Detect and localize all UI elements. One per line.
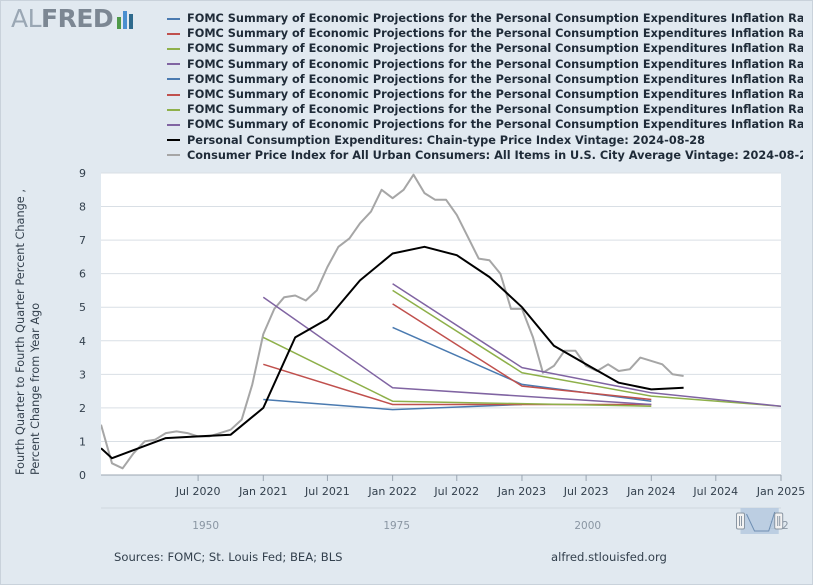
x-tick-label: Jul 2022 <box>433 485 479 498</box>
legend-label: FOMC Summary of Economic Projections for… <box>187 72 803 86</box>
y-tick-label: 7 <box>79 234 86 247</box>
footer-url-link[interactable]: alfred.stlouisfed.org <box>551 550 667 564</box>
plot-background <box>101 173 781 475</box>
logo-bar <box>129 14 134 29</box>
y-axis-label-line-2: Percent Change from Year Ago <box>29 302 42 475</box>
x-tick-label: Jan 2025 <box>756 485 805 498</box>
legend-item[interactable]: Consumer Price Index for All Urban Consu… <box>167 148 803 163</box>
logo-bar <box>117 17 122 29</box>
sources-text: Sources: FOMC; St. Louis Fed; BEA; BLS <box>114 550 343 564</box>
x-tick-label: Jan 2022 <box>367 485 416 498</box>
x-tick-label: Jul 2021 <box>304 485 350 498</box>
y-axis-label-line-1: Fourth Quarter to Fourth Quarter Percent… <box>14 189 27 475</box>
y-tick-label: 6 <box>79 268 86 281</box>
legend-item[interactable]: FOMC Summary of Economic Projections for… <box>167 26 803 41</box>
legend-label: FOMC Summary of Economic Projections for… <box>187 27 803 41</box>
series-line-8 <box>101 245 684 460</box>
x-tick-labels: Jul 2020 Jan 2021 Jul 2021 Jan 2022 Jul 2022… <box>175 475 805 498</box>
navigator-label: 1975 <box>383 520 410 532</box>
legend-swatch <box>167 154 180 157</box>
series-line-0 <box>263 398 523 411</box>
y-tick-labels: 0 1 2 3 4 5 6 7 8 9 <box>79 167 86 482</box>
y-tick-label: 8 <box>79 201 86 214</box>
y-tick-label: 3 <box>79 368 86 381</box>
legend-item[interactable]: FOMC Summary of Economic Projections for… <box>167 11 803 26</box>
y-axis-label: Fourth Quarter to Fourth Quarter Percent… <box>13 189 43 475</box>
series-lines <box>101 173 781 470</box>
legend-item[interactable]: FOMC Summary of Economic Projections for… <box>167 117 803 132</box>
legend-swatch <box>167 47 180 50</box>
x-tick-label: Jan 2024 <box>626 485 675 498</box>
x-tick-label: Jul 2023 <box>563 485 609 498</box>
alfred-logo[interactable]: AL FRED <box>11 4 134 33</box>
legend-swatch <box>167 93 180 96</box>
legend-swatch <box>167 63 180 66</box>
legend-label: FOMC Summary of Economic Projections for… <box>187 12 803 25</box>
navigator-selection[interactable] <box>740 508 779 534</box>
logo-al-text: AL <box>11 4 42 33</box>
legend-swatch <box>167 139 180 142</box>
y-tick-label: 1 <box>79 435 86 448</box>
legend-label: Personal Consumption Expenditures: Chain… <box>187 133 705 147</box>
legend-label: FOMC Summary of Economic Projections for… <box>187 87 803 101</box>
legend-label: Consumer Price Index for All Urban Consu… <box>187 148 803 162</box>
legend-swatch <box>167 108 180 111</box>
legend-label: FOMC Summary of Economic Projections for… <box>187 103 803 117</box>
horizontal-gridlines <box>101 172 781 442</box>
y-tick-label: 2 <box>79 402 86 415</box>
series-line-3 <box>262 296 652 406</box>
legend-item[interactable]: FOMC Summary of Economic Projections for… <box>167 57 803 72</box>
x-tick-label: Jul 2024 <box>692 485 738 498</box>
navigator-label: 2000 <box>574 520 601 532</box>
navigator[interactable]: 195019752000202 <box>192 508 789 534</box>
logo-bar <box>123 11 128 29</box>
legend-item[interactable]: FOMC Summary of Economic Projections for… <box>167 102 803 117</box>
series-line-6 <box>392 289 781 407</box>
navigator-label: 1950 <box>192 520 219 532</box>
x-tick-label: Jan 2021 <box>238 485 287 498</box>
y-tick-label: 5 <box>79 301 86 314</box>
series-line-5 <box>392 303 652 401</box>
navigator-left-handle[interactable] <box>736 512 746 530</box>
legend-item[interactable]: FOMC Summary of Economic Projections for… <box>167 41 803 56</box>
chart-legend: FOMC Summary of Economic Projections for… <box>167 11 803 163</box>
legend-item[interactable]: FOMC Summary of Economic Projections for… <box>167 72 803 87</box>
legend-label: FOMC Summary of Economic Projections for… <box>187 57 803 71</box>
y-tick-label: 4 <box>79 335 86 348</box>
legend-item[interactable]: Personal Consumption Expenditures: Chain… <box>167 133 803 148</box>
navigator-background <box>101 508 781 534</box>
legend-item[interactable]: FOMC Summary of Economic Projections for… <box>167 87 803 102</box>
x-tick-label: Jan 2023 <box>497 485 546 498</box>
x-tick-label: Jul 2020 <box>175 485 221 498</box>
y-tick-label: 0 <box>79 469 86 482</box>
legend-swatch <box>167 78 180 81</box>
logo-fred-text: FRED <box>41 4 114 33</box>
series-line-7 <box>392 283 781 407</box>
legend-swatch <box>167 123 180 126</box>
legend-label: FOMC Summary of Economic Projections for… <box>187 42 803 56</box>
y-tick-label: 9 <box>79 167 86 180</box>
logo-bars-icon <box>117 9 134 29</box>
legend-swatch <box>167 17 180 20</box>
legend-swatch <box>167 32 180 35</box>
navigator-sparkline <box>746 511 776 532</box>
series-line-2 <box>262 336 652 407</box>
navigator-right-handle[interactable] <box>774 512 784 530</box>
legend-label: FOMC Summary of Economic Projections for… <box>187 118 803 132</box>
